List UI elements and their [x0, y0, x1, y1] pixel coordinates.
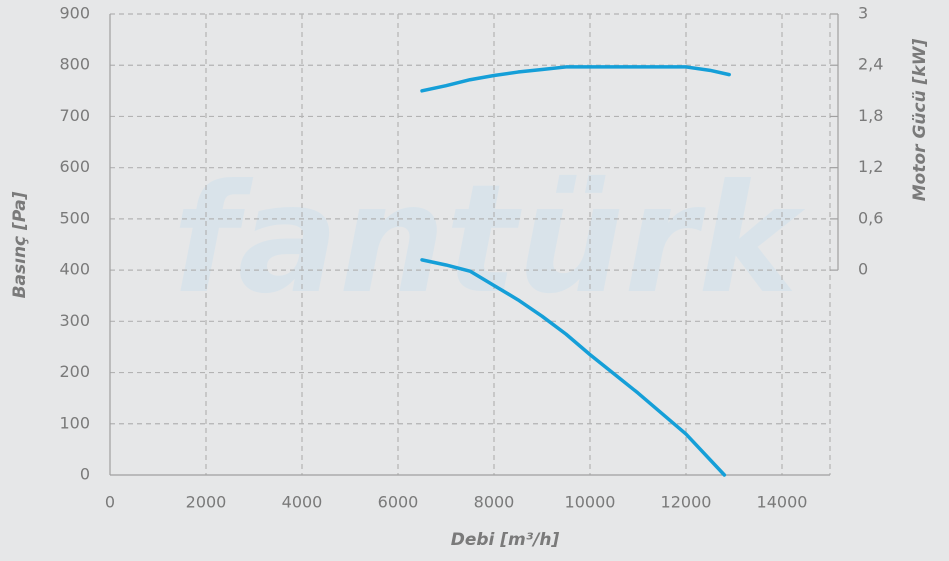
y-tick-label: 300	[59, 311, 90, 330]
y2-axis-title: Motor Gücü [kW]	[910, 39, 930, 202]
y2-tick-label: 1,2	[858, 157, 883, 176]
y-tick-label: 0	[80, 465, 90, 484]
y2-tick-label: 0	[858, 260, 868, 279]
x-tick-label: 6000	[378, 493, 419, 512]
y2-tick-label: 1,8	[858, 106, 883, 125]
x-tick-label: 8000	[474, 493, 515, 512]
y-tick-label: 100	[59, 413, 90, 432]
x-tick-label: 4000	[282, 493, 323, 512]
y-axis-title: Basınç [Pa]	[10, 191, 30, 298]
y2-tick-label: 2,4	[858, 55, 883, 74]
y2-tick-label: 3	[858, 4, 868, 23]
y-tick-label: 900	[59, 4, 90, 23]
watermark: fantürk	[172, 153, 806, 327]
x-tick-label: 10000	[565, 493, 616, 512]
series-line	[420, 65, 731, 93]
y-tick-label: 500	[59, 208, 90, 227]
y-tick-label: 200	[59, 362, 90, 381]
series-line	[420, 258, 727, 477]
y-tick-label: 600	[59, 157, 90, 176]
x-tick-label: 2000	[186, 493, 227, 512]
y2-tick-label: 0,6	[858, 208, 883, 227]
y-tick-label: 800	[59, 55, 90, 74]
x-tick-label: 12000	[661, 493, 712, 512]
y-tick-label: 700	[59, 106, 90, 125]
x-tick-label: 14000	[757, 493, 808, 512]
y-tick-label: 400	[59, 260, 90, 279]
x-tick-label: 0	[105, 493, 115, 512]
x-axis-title: Debi [m³/h]	[451, 530, 560, 550]
